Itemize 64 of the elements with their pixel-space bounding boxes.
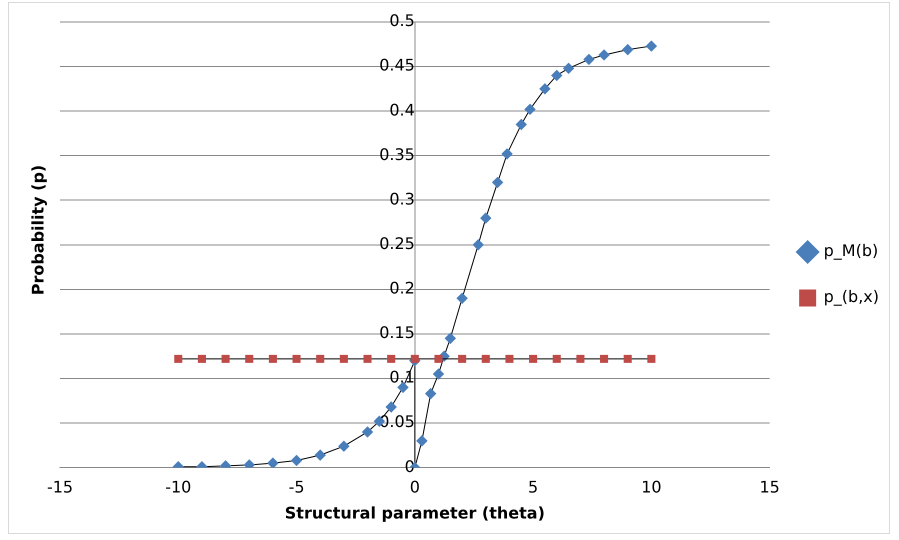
legend-label: p_M(b) [824, 241, 878, 260]
point [563, 62, 574, 74]
x-tick-label: -10 [165, 477, 192, 496]
point [267, 458, 278, 468]
point [505, 354, 514, 363]
point [432, 368, 444, 380]
point [480, 212, 492, 224]
point [539, 83, 550, 94]
y-tick-label: 0.3 [389, 189, 415, 208]
point [291, 454, 302, 466]
point [647, 354, 656, 363]
point [492, 176, 504, 188]
point [316, 354, 324, 363]
point [576, 354, 584, 363]
point [292, 354, 301, 363]
y-axis-title: Probability (p) [28, 164, 48, 296]
point [362, 426, 374, 438]
x-tick-label: -5 [288, 477, 305, 496]
point [314, 450, 326, 461]
point [340, 354, 348, 363]
point [552, 354, 561, 363]
y-tick-label: 0.35 [379, 144, 415, 164]
point [646, 40, 657, 52]
point [472, 239, 484, 250]
point [338, 440, 350, 452]
y-tick-label: 0.5 [389, 11, 415, 30]
point [410, 354, 419, 363]
y-tick-label: 0.2 [389, 278, 415, 298]
y-tick-label: 0.15 [379, 323, 415, 342]
x-axis-title: Structural parameter (theta) [284, 504, 545, 523]
point [198, 354, 206, 363]
point [598, 49, 610, 60]
point [386, 402, 397, 412]
point [516, 118, 527, 130]
point [425, 388, 436, 400]
point [624, 354, 632, 363]
x-tick-label: 10 [641, 477, 662, 496]
point [524, 104, 536, 115]
point [482, 354, 490, 363]
point [244, 459, 255, 468]
point [456, 292, 468, 304]
point [222, 354, 230, 363]
point [458, 354, 466, 363]
point [268, 354, 277, 363]
x-tick-label: 5 [528, 477, 538, 496]
y-tick-label: 0.45 [379, 56, 415, 75]
point [174, 354, 182, 363]
point [444, 332, 456, 344]
x-tick-label: -15 [46, 477, 74, 496]
point [551, 70, 562, 81]
x-tick-label: 15 [759, 477, 780, 496]
legend-label: p_(b,x) [824, 287, 880, 306]
point [416, 435, 428, 446]
point [363, 354, 372, 363]
point [387, 354, 396, 363]
point [434, 354, 443, 363]
point [622, 44, 634, 56]
point [502, 148, 513, 160]
point [583, 54, 594, 65]
point [245, 354, 254, 363]
point [600, 354, 608, 363]
y-tick-label: 0.4 [389, 100, 415, 120]
y-tick-label: 0.25 [379, 234, 415, 253]
point [529, 354, 538, 363]
